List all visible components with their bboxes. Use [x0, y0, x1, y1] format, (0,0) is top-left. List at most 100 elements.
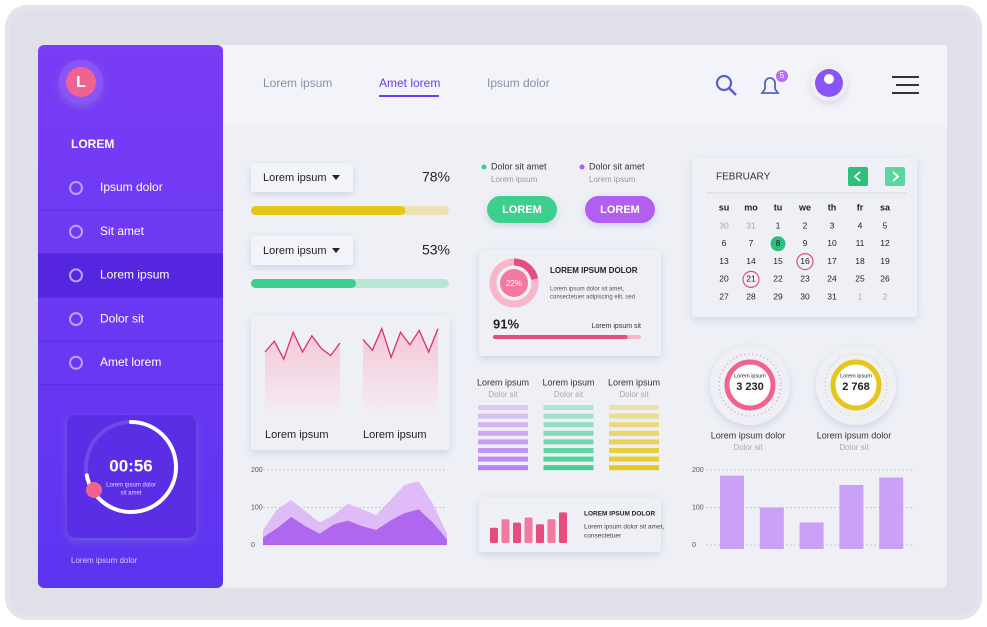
day: 24 — [827, 274, 837, 284]
nav-tab: Ipsum dolor — [487, 76, 550, 90]
stripe — [543, 456, 594, 462]
day: 2 — [803, 220, 808, 230]
calendar-nav[interactable] — [848, 167, 868, 186]
progress-bar — [251, 206, 406, 215]
gauge-ring — [830, 359, 882, 411]
mini-line — [362, 326, 439, 360]
stripe — [609, 456, 659, 462]
day: 19 — [880, 256, 890, 266]
card-title: LOREM IPSUM DOLOR — [550, 266, 638, 275]
dropdown-caret — [332, 175, 340, 180]
mini-bar — [490, 527, 498, 543]
calendar-arrow — [892, 171, 900, 182]
day: 13 — [719, 256, 729, 266]
timer-caption: sit amet — [120, 491, 141, 497]
stripe — [609, 413, 659, 419]
dropdown[interactable] — [251, 163, 353, 192]
gauge-label: Lorem ipsum — [734, 373, 766, 379]
button[interactable] — [487, 196, 557, 223]
day: 18 — [855, 256, 865, 266]
mini-bar — [547, 519, 556, 543]
day: 8 — [776, 238, 781, 248]
button[interactable] — [585, 196, 655, 223]
stripe — [609, 439, 659, 445]
bar — [839, 485, 864, 549]
weekday: sa — [880, 202, 891, 212]
legend-dot — [481, 164, 487, 170]
day: 22 — [773, 274, 783, 284]
calendar-arrow — [853, 171, 861, 182]
legend-dot — [579, 164, 585, 170]
menu-icon — [69, 312, 83, 327]
timer-arc — [84, 420, 178, 514]
gauge-sub: Dolor sit — [839, 443, 869, 452]
stripe — [543, 448, 594, 453]
donut-center — [500, 269, 528, 297]
timer-caption: Lorem ipsum dolor — [106, 483, 156, 489]
timer-knob — [86, 482, 102, 498]
card-text: Lorem ipsum dolor sit amet, — [550, 287, 624, 293]
gauge-label: Lorem ipsum — [840, 373, 872, 379]
gauge-ring — [724, 359, 776, 411]
nav-tab: Amet lorem — [379, 76, 440, 90]
badge — [776, 70, 788, 82]
day: 29 — [773, 291, 783, 301]
weekday: we — [798, 202, 811, 212]
stripe — [543, 422, 594, 428]
weekday: th — [828, 202, 837, 212]
menu-active — [38, 253, 223, 298]
day: 23 — [800, 274, 810, 284]
calendar-month: FEBRUARY — [716, 172, 771, 183]
gauge-title: Lorem ipsum dolor — [817, 430, 892, 440]
card-text: Lorem ipsum dolor sit amet, — [584, 524, 664, 531]
column-title: Lorem ipsum — [608, 377, 660, 387]
stripe — [478, 465, 528, 471]
day: 14 — [746, 256, 756, 266]
gauge-value: 3 230 — [736, 381, 764, 393]
mini-bar — [559, 512, 567, 543]
legend-sub: Lorem ipsum — [491, 175, 538, 184]
column-title: Lorem ipsum — [477, 377, 529, 387]
day: 31 — [827, 291, 837, 301]
mini-bar — [501, 519, 510, 543]
day: 17 — [827, 256, 837, 266]
mini-label: Lorem ipsum — [265, 429, 329, 441]
stripe — [609, 465, 659, 471]
timer-card — [67, 415, 196, 538]
stripe — [478, 456, 528, 462]
weekday: tu — [774, 202, 783, 212]
day: 25 — [855, 274, 865, 284]
logo-letter: L — [76, 74, 86, 91]
menu-icon — [69, 268, 83, 283]
button-label: LOREM — [502, 204, 542, 216]
day: 30 — [719, 220, 729, 230]
dropdown[interactable] — [251, 236, 353, 265]
avatar-face — [824, 74, 834, 84]
column-sub: Dolor sit — [488, 390, 518, 399]
search-icon[interactable] — [715, 74, 733, 92]
weekday: fr — [857, 202, 864, 212]
logo — [66, 67, 96, 97]
gauge-dots — [718, 353, 782, 417]
y-tick-label: 200 — [251, 467, 263, 474]
calendar-nav[interactable] — [885, 167, 905, 186]
mini-bar — [524, 517, 533, 543]
search-handle — [728, 87, 737, 96]
donut-label: 22% — [506, 279, 522, 288]
day: 7 — [749, 238, 754, 248]
content: L LOREM Ipsum dolor Sit amet Lorem ipsum Dolo… — [38, 60, 919, 565]
mini-area — [265, 332, 340, 415]
stripe — [478, 439, 528, 445]
menu-icon — [69, 224, 83, 239]
bell-icon[interactable] — [760, 77, 780, 94]
progress-caption: Lorem ipsum sit — [592, 323, 641, 330]
bar — [799, 522, 824, 549]
column-title: Lorem ipsum — [542, 377, 594, 387]
day: 15 — [773, 256, 783, 266]
stripe — [478, 430, 528, 436]
weekday: mo — [744, 202, 758, 212]
progress-label: 53% — [422, 242, 450, 258]
area-series — [263, 509, 447, 545]
mini-bar — [536, 524, 544, 543]
